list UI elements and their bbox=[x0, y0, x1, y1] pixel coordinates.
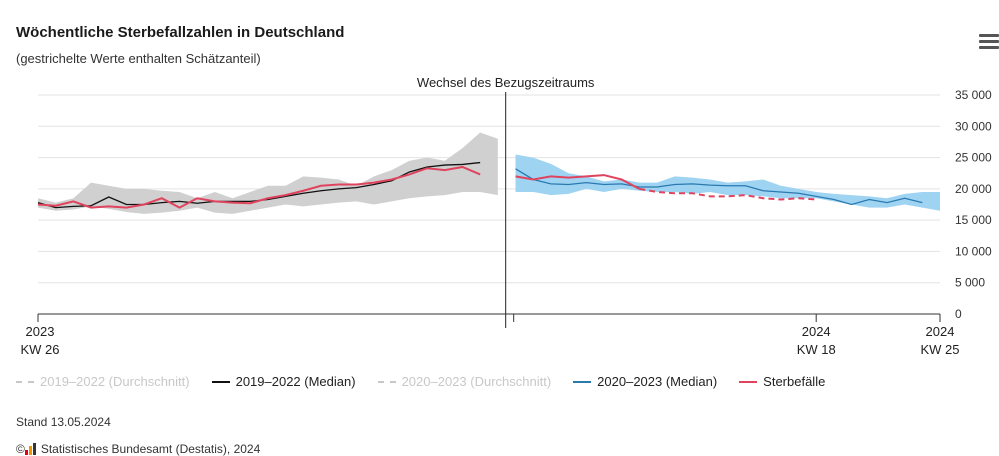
chart-title: Wöchentliche Sterbefallzahlen in Deutsch… bbox=[16, 24, 345, 41]
legend-symbol-icon bbox=[211, 380, 230, 383]
y-tick-label: 25 000 bbox=[955, 151, 992, 165]
legend-label: 2019–2022 (Median) bbox=[235, 374, 356, 389]
legend-item[interactable]: 2020–2023 (Median) bbox=[573, 374, 717, 389]
legend-label: 2019–2022 (Durchschnitt) bbox=[40, 374, 190, 389]
legend-label: 2020–2023 (Median) bbox=[597, 374, 718, 389]
stand-date: Stand 13.05.2024 bbox=[16, 415, 111, 429]
y-tick-label: 15 000 bbox=[955, 213, 992, 227]
menu-icon[interactable] bbox=[979, 34, 999, 50]
x-tick-label-week: KW 18 bbox=[797, 342, 836, 357]
legend-item[interactable]: 2019–2022 (Durchschnitt) bbox=[16, 374, 190, 389]
copyright-symbol: © bbox=[16, 442, 25, 456]
annotation-label: Wechsel des Bezugszeitraums bbox=[417, 75, 595, 90]
series-deaths-period1 bbox=[37, 165, 481, 209]
legend-label: 2020–2023 (Durchschnitt) bbox=[401, 374, 552, 389]
legend: 2019–2022 (Durchschnitt) 2019–2022 (Media… bbox=[16, 374, 847, 389]
y-tick-label: 10 000 bbox=[955, 244, 992, 258]
legend-symbol-icon bbox=[377, 380, 396, 383]
y-tick-label: 5 000 bbox=[955, 276, 985, 290]
y-tick-label: 35 000 bbox=[955, 88, 992, 102]
legend-symbol-icon bbox=[739, 380, 758, 383]
y-tick-label: 20 000 bbox=[955, 182, 992, 196]
legend-item[interactable]: 2020–2023 (Durchschnitt) bbox=[377, 374, 552, 389]
x-tick-label-week: KW 25 bbox=[920, 342, 959, 357]
x-tick-label-year: 2023 bbox=[26, 324, 55, 339]
y-tick-label: 0 bbox=[955, 307, 962, 321]
range-band-2019-2022 bbox=[38, 132, 498, 214]
legend-symbol-icon bbox=[16, 380, 34, 383]
line-chart: 0 5 000 10 000 15 000 20 000 25 000 30 000 35 0… bbox=[20, 75, 992, 357]
legend-symbol-icon bbox=[573, 380, 592, 383]
series-median-2020-2023 bbox=[515, 168, 923, 206]
legend-label: Sterbefälle bbox=[763, 374, 826, 389]
y-tick-label: 30 000 bbox=[955, 119, 992, 133]
destatis-logo-icon bbox=[24, 443, 37, 455]
source-credit: © Statistisches Bundesamt (Destatis), 20… bbox=[16, 442, 260, 456]
x-tick-label-week: KW 26 bbox=[20, 342, 59, 357]
series-deaths-period2 bbox=[515, 174, 640, 190]
source-text: Statistisches Bundesamt (Destatis), 2024 bbox=[40, 442, 261, 456]
x-tick-label-year: 2024 bbox=[926, 324, 955, 339]
chart-subtitle: (gestrichelte Werte enthalten Schätzante… bbox=[16, 51, 261, 66]
range-band-2020-2023 bbox=[515, 154, 940, 211]
x-tick-label-year: 2024 bbox=[802, 324, 831, 339]
legend-item[interactable]: Sterbefälle bbox=[739, 374, 825, 389]
legend-item[interactable]: 2019–2022 (Median) bbox=[211, 374, 356, 389]
